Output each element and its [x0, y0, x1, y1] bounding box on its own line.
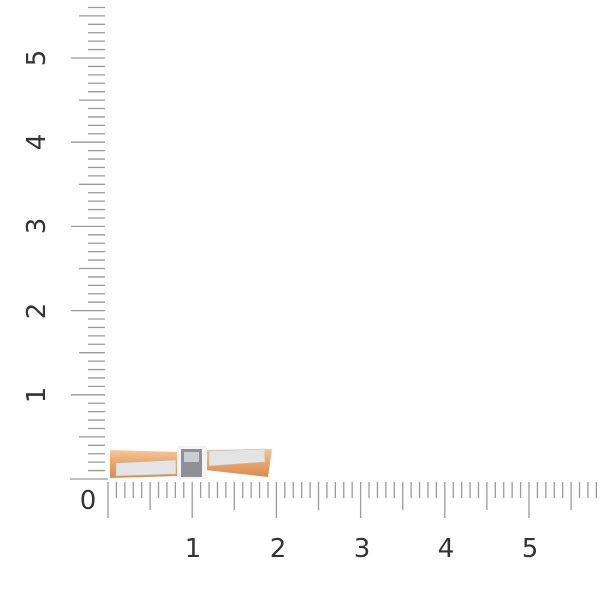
x-label-5: 5 — [522, 534, 539, 564]
x-label-1: 1 — [185, 534, 202, 564]
y-label-1: 1 — [22, 387, 52, 404]
x-label-0: 0 — [80, 486, 97, 516]
x-label-2: 2 — [270, 534, 287, 564]
y-label-3: 3 — [22, 218, 52, 235]
diamond-facet — [184, 452, 199, 462]
ring-image — [110, 446, 272, 479]
y-label-5: 5 — [22, 50, 52, 67]
ring-channel-left — [115, 459, 177, 477]
ring-channel-right — [208, 448, 266, 467]
x-label-3: 3 — [354, 534, 371, 564]
y-label-2: 2 — [22, 303, 52, 320]
y-label-4: 4 — [22, 134, 52, 151]
ruler-ticks — [70, 6, 598, 518]
x-label-4: 4 — [438, 534, 455, 564]
